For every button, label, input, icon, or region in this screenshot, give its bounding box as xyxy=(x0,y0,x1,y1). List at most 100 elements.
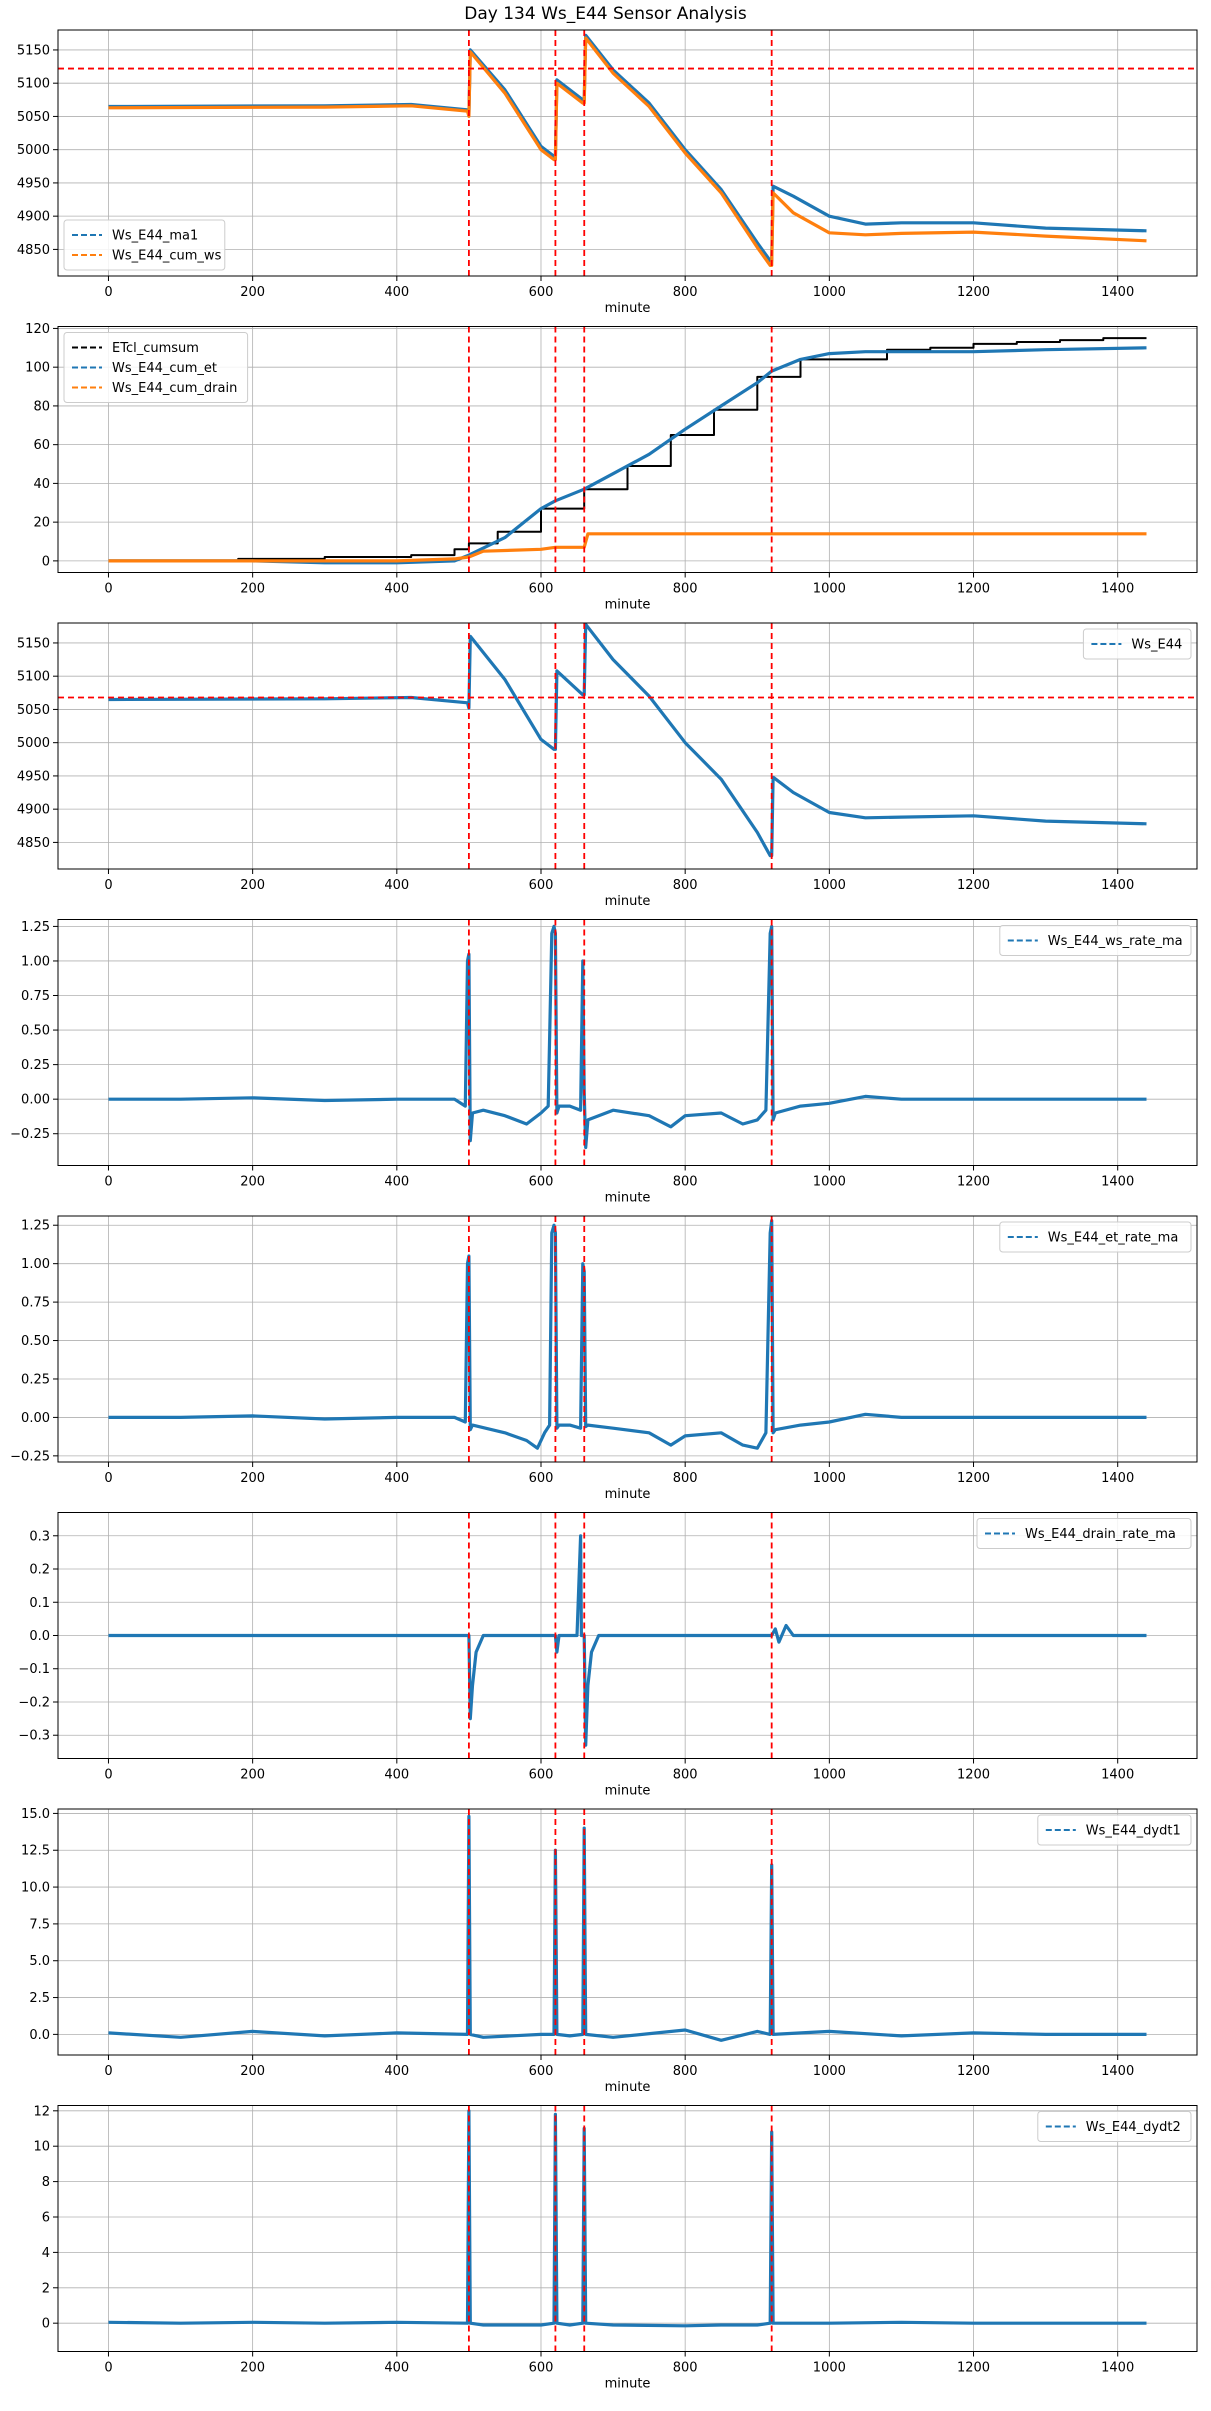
x-tick-label: 200 xyxy=(240,1471,265,1486)
y-tick-label: 12.5 xyxy=(21,1844,50,1859)
x-tick-label: 1400 xyxy=(1101,1768,1134,1783)
x-tick-label: 1400 xyxy=(1101,285,1134,300)
y-tick-label: 4950 xyxy=(17,769,50,784)
plot-frame xyxy=(57,1215,1198,1463)
y-tick-label: −0.25 xyxy=(10,1127,50,1142)
y-tick-label: 5.0 xyxy=(29,1954,50,1969)
y-tick-label: 1.25 xyxy=(21,1219,50,1234)
x-tick-label: 0 xyxy=(104,582,112,597)
x-tick-label: 1400 xyxy=(1101,1471,1134,1486)
legend: Ws_E44_ma1 Ws_E44_cum_ws xyxy=(63,219,226,271)
plot-area xyxy=(108,1512,1147,1759)
legend: ETcl_cumsum Ws_E44_cum_et Ws_E44_cum_drain xyxy=(63,332,249,403)
y-tick-label: 40 xyxy=(33,477,50,492)
y-tick-label: 5150 xyxy=(17,43,50,58)
x-axis-label: minute xyxy=(605,2080,651,2095)
x-tick-label: 800 xyxy=(673,1175,698,1190)
legend-box xyxy=(1037,2111,1192,2142)
y-tick-label: 1.00 xyxy=(21,954,50,969)
chart-2: 0 200 400 600 800 1000 1200 1400 0 20 40 60 80 100 120… xyxy=(25,322,1198,613)
x-tick-label: 1200 xyxy=(957,878,990,893)
plot-frame xyxy=(57,2105,1198,2352)
chart-3: 0 200 400 600 800 1000 1200 1400 4850 4900 4950 500… xyxy=(17,622,1198,909)
legend-label: Ws_E44_ws_rate_ma xyxy=(1048,934,1183,949)
y-tick-label: 10 xyxy=(33,2140,50,2155)
x-tick-label: 0 xyxy=(104,1471,112,1486)
plot-frame xyxy=(57,29,1198,277)
x-axis-label: minute xyxy=(605,1784,651,1799)
x-tick-label: 800 xyxy=(673,2361,698,2376)
series-line-Ws_E44_et_rate_ma xyxy=(108,1219,1147,1450)
x-tick-label: 400 xyxy=(384,582,409,597)
series-line-Ws_E44 xyxy=(108,623,1147,858)
legend-label: Ws_E44_cum_ws xyxy=(112,249,222,264)
x-tick-label: 1000 xyxy=(813,1768,846,1783)
x-tick-label: 800 xyxy=(673,1471,698,1486)
legend: Ws_E44_ws_rate_ma xyxy=(999,925,1192,956)
y-tick-label: 6 xyxy=(42,2210,50,2225)
x-axis-label: minute xyxy=(605,894,651,909)
y-tick-label: 2 xyxy=(42,2281,50,2296)
x-tick-label: 0 xyxy=(104,2064,112,2079)
y-tick-label: 0.00 xyxy=(21,1093,50,1108)
legend-label: Ws_E44_et_rate_ma xyxy=(1048,1231,1179,1246)
y-tick-label: 0.0 xyxy=(29,1629,50,1644)
x-tick-label: 1000 xyxy=(813,2064,846,2079)
y-tick-label: 4850 xyxy=(17,836,50,851)
y-tick-label: 0 xyxy=(42,554,50,569)
series-line-ETcl_cumsum xyxy=(108,337,1147,562)
x-tick-label: 1200 xyxy=(957,285,990,300)
series-line-Ws_E44_cum_ws xyxy=(108,36,1147,267)
x-tick-label: 1000 xyxy=(813,2361,846,2376)
legend-label: Ws_E44_drain_rate_ma xyxy=(1025,1527,1176,1542)
x-tick-label: 400 xyxy=(384,1175,409,1190)
y-tick-label: 60 xyxy=(33,438,50,453)
page-title: Day 134 Ws_E44 Sensor Analysis xyxy=(464,4,747,24)
y-tick-label: 4900 xyxy=(17,803,50,818)
legend: Ws_E44_et_rate_ma xyxy=(999,1221,1192,1253)
y-tick-label: 4950 xyxy=(17,176,50,191)
y-tick-label: 0.0 xyxy=(29,2028,50,2043)
y-tick-label: 0.50 xyxy=(21,1024,50,1039)
y-tick-label: 0.1 xyxy=(29,1596,50,1611)
x-tick-label: 200 xyxy=(240,878,265,893)
y-tick-label: 0.50 xyxy=(21,1334,50,1349)
x-tick-label: 0 xyxy=(104,285,112,300)
chart-4: 0 200 400 600 800 1000 1200 1400 −0.25 0.00 0.25 0.… xyxy=(10,919,1198,1206)
x-tick-label: 200 xyxy=(240,2064,265,2079)
x-axis-label: minute xyxy=(605,1191,651,1206)
y-tick-label: 5100 xyxy=(17,77,50,92)
legend-label: ETcl_cumsum xyxy=(112,341,199,356)
chart-8: 0 200 400 600 800 1000 1200 1400 0 2 4 6 8 10 12 minute… xyxy=(33,2104,1198,2392)
y-tick-label: 1.25 xyxy=(21,920,50,935)
x-tick-label: 1200 xyxy=(957,2064,990,2079)
y-tick-label: 2.5 xyxy=(29,1991,50,2006)
y-tick-label: 0 xyxy=(42,2317,50,2332)
y-tick-label: 0.2 xyxy=(29,1563,50,1578)
y-tick-label: 5150 xyxy=(17,636,50,651)
plot-frame xyxy=(57,919,1198,1166)
legend-box xyxy=(1082,628,1192,660)
chart-7: 0 200 400 600 800 1000 1200 1400 0.0 2.5 5.0 7.5 10.… xyxy=(21,1807,1198,2095)
x-tick-label: 600 xyxy=(529,2361,554,2376)
x-tick-label: 1400 xyxy=(1101,1175,1134,1190)
y-tick-label: 4 xyxy=(42,2246,50,2261)
x-tick-label: 200 xyxy=(240,285,265,300)
y-tick-label: −0.25 xyxy=(10,1449,50,1464)
x-tick-label: 800 xyxy=(673,878,698,893)
plot-area xyxy=(108,326,1147,573)
x-tick-label: 800 xyxy=(673,285,698,300)
x-tick-label: 600 xyxy=(529,2064,554,2079)
y-tick-label: 5000 xyxy=(17,736,50,751)
plot-frame xyxy=(57,326,1198,573)
x-tick-label: 200 xyxy=(240,1175,265,1190)
x-tick-label: 1200 xyxy=(957,1471,990,1486)
plot-area xyxy=(58,30,1197,276)
y-tick-label: 0.75 xyxy=(21,989,50,1004)
y-tick-label: 120 xyxy=(25,322,50,337)
y-tick-label: −0.1 xyxy=(18,1662,50,1677)
x-tick-label: 800 xyxy=(673,2064,698,2079)
plot-area xyxy=(108,2105,1147,2352)
x-tick-label: 1200 xyxy=(957,1768,990,1783)
